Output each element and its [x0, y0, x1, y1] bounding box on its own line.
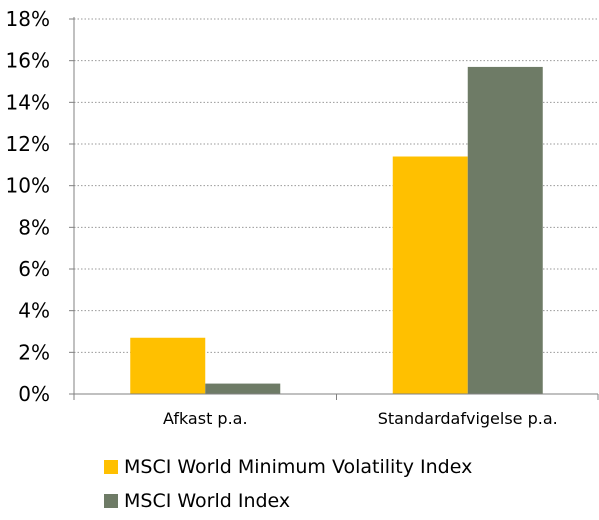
x-axis-category-labels: Afkast p.a. Standardafvigelse p.a.: [163, 409, 558, 428]
y-tick-label: 2%: [18, 340, 50, 364]
x-category-label: Afkast p.a.: [163, 409, 248, 428]
y-tick-label: 0%: [18, 382, 50, 406]
legend-item-world: MSCI World Index: [104, 484, 472, 518]
y-tick-label: 6%: [18, 257, 50, 281]
legend-label-min-vol: MSCI World Minimum Volatility Index: [124, 456, 473, 478]
bars: [130, 66, 543, 395]
legend: MSCI World Minimum Volatility Index MSCI…: [104, 450, 472, 518]
y-tick-label: 8%: [18, 215, 50, 239]
x-category-label: Standardafvigelse p.a.: [378, 409, 558, 428]
legend-item-min-vol: MSCI World Minimum Volatility Index: [104, 450, 472, 484]
legend-label-world: MSCI World Index: [124, 490, 291, 512]
bar-chart: 0% 2% 4% 6% 8% 10% 12% 14% 16% 18% Afkast p.a. Sta…: [6, 7, 599, 428]
bar-min-vol-1: [392, 156, 468, 394]
legend-swatch-world: [104, 494, 118, 508]
bar-min-vol-0: [130, 337, 206, 394]
bar-world-0: [205, 383, 281, 394]
y-tick-label: 4%: [18, 299, 50, 323]
axes: [69, 17, 599, 400]
y-axis-tick-labels: 0% 2% 4% 6% 8% 10% 12% 14% 16% 18%: [6, 7, 50, 406]
y-tick-label: 14%: [6, 90, 50, 114]
y-tick-label: 18%: [6, 7, 50, 31]
y-tick-label: 12%: [6, 132, 50, 156]
legend-swatch-min-vol: [104, 460, 118, 474]
y-tick-label: 16%: [6, 49, 50, 73]
bar-world-1: [467, 66, 543, 395]
y-tick-label: 10%: [6, 174, 50, 198]
